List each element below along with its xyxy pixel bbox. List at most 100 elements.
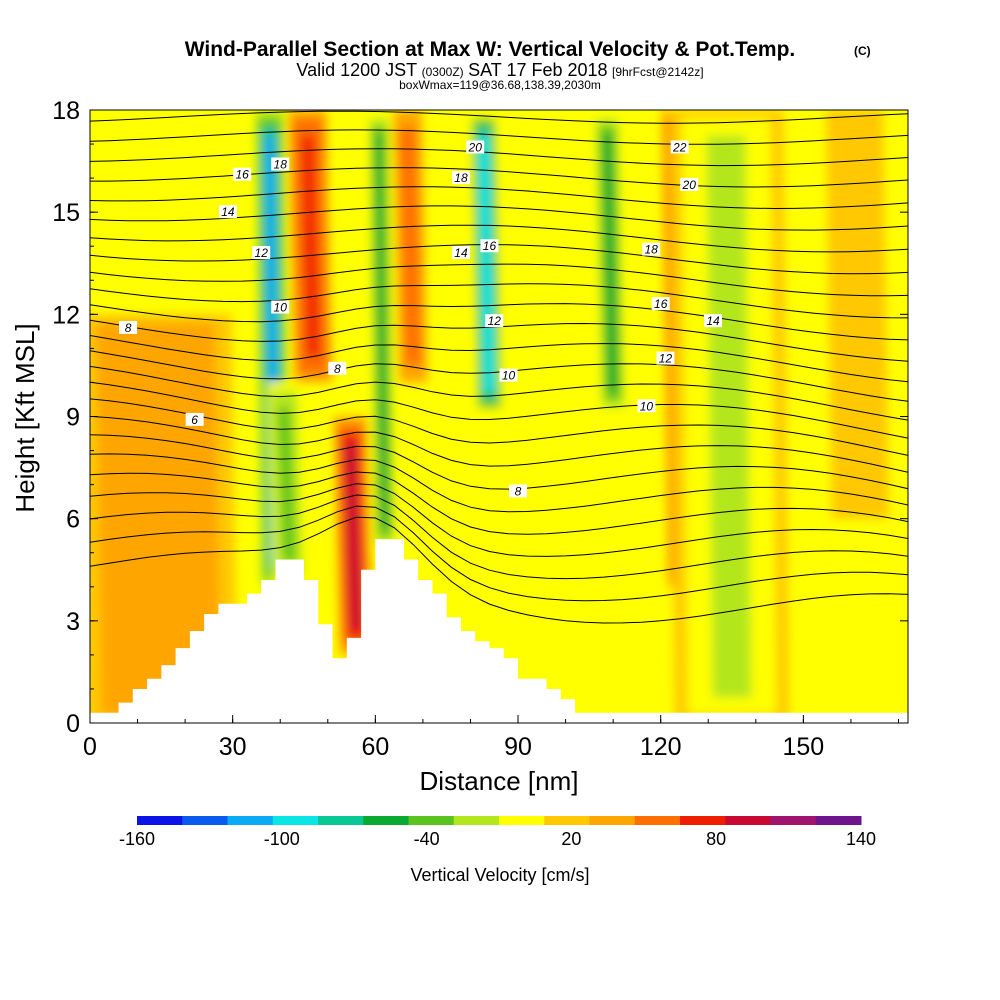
x-tick-label: 120: [640, 733, 682, 761]
x-axis-label: Distance [nm]: [420, 766, 579, 796]
velocity-band: [278, 407, 296, 562]
svg-text:18: 18: [274, 157, 288, 171]
svg-text:12: 12: [255, 246, 269, 260]
isentrope-line: [90, 505, 908, 602]
colorbar-swatch: [227, 816, 274, 825]
isentrope-label: 10: [271, 300, 290, 315]
colorbar-swatch: [453, 816, 500, 825]
isentrope-line: [90, 93, 908, 103]
y-tick-label: 0: [66, 710, 80, 738]
isentrope-line: [90, 335, 908, 383]
velocity-band: [706, 135, 752, 698]
isentrope-line: [90, 205, 908, 231]
y-tick-label: 12: [52, 301, 80, 329]
colorbar-swatch: [363, 816, 409, 825]
svg-text:16: 16: [236, 168, 250, 182]
isentrope-line: [90, 244, 908, 275]
svg-text:16: 16: [654, 297, 668, 311]
isentrope-label: 8: [328, 361, 347, 376]
isentrope-line: [90, 494, 908, 580]
colorbar-tick-label: -160: [119, 829, 155, 849]
subtitle-valid: Valid 1200 JST: [296, 60, 417, 80]
svg-text:18: 18: [645, 243, 659, 257]
isentrope-label: 18: [271, 157, 290, 171]
isentrope-label: 12: [485, 314, 504, 328]
chart-subtitle: Valid 1200 JST (0300Z) SAT 17 Feb 2018 […: [296, 60, 703, 80]
svg-text:10: 10: [502, 369, 516, 383]
isentrope-line: [90, 415, 908, 473]
x-tick-label: 0: [83, 733, 97, 761]
colorbar-swatch: [815, 816, 862, 825]
svg-text:8: 8: [334, 362, 341, 376]
y-axis: 0 3 6 9 12 15 18: [52, 97, 908, 738]
isentrope-line: [90, 350, 908, 402]
chart-subtitle-2: boxWmax=119@36.68,138.39,2030m: [399, 78, 601, 92]
svg-text:20: 20: [682, 178, 697, 192]
isentrope-line: [90, 516, 908, 624]
svg-text:12: 12: [488, 314, 502, 328]
isentrope-label: 14: [704, 314, 723, 328]
colorbar-swatch: [318, 816, 364, 825]
isentrope-line: [90, 186, 908, 210]
colorbar-tick-label: -40: [414, 829, 440, 849]
y-tick-label: 9: [66, 404, 80, 432]
svg-text:6: 6: [191, 413, 198, 427]
isentrope-label: 12: [656, 351, 675, 366]
x-tick-label: 150: [783, 733, 825, 761]
isentrope-label: 10: [637, 399, 656, 413]
colorbar-tick-label: 80: [706, 829, 726, 849]
colorbar-swatch: [680, 816, 726, 825]
isentrope-label: 22: [670, 140, 689, 154]
colorbar-swatch: [272, 816, 319, 825]
isentrope-label: 12: [252, 246, 271, 260]
colorbar-tick-label: 140: [846, 829, 876, 849]
svg-text:16: 16: [483, 239, 497, 253]
velocity-band: [344, 442, 362, 630]
y-tick-label: 6: [66, 506, 80, 534]
isentrope-label: 6: [185, 412, 204, 427]
isentrope-line: [90, 381, 908, 439]
title-mark: (C): [854, 44, 871, 58]
isentrope-label: 16: [233, 167, 252, 182]
isentrope-label: 20: [680, 177, 699, 192]
isentrope-line: [90, 365, 908, 421]
plot-area: 6 8 8 8 10 10 10 12 12 12 14 14 14 16 16 16 18 18 18 20 20 22: [90, 93, 908, 723]
svg-text:14: 14: [454, 246, 468, 260]
velocity-band: [844, 135, 871, 494]
colorbar-tick-label: 20: [561, 829, 581, 849]
colorbar-swatch: [182, 816, 228, 825]
terrain: [90, 539, 908, 723]
x-tick-label: 60: [361, 733, 389, 761]
isentrope-label: 16: [651, 297, 670, 311]
colorbar-swatch: [408, 816, 455, 825]
velocity-field: [90, 110, 889, 723]
colorbar-swatch: [499, 816, 545, 825]
colorbar-swatch: [544, 816, 590, 825]
isentrope-line: [90, 283, 908, 319]
svg-text:18: 18: [454, 171, 468, 185]
isentrope-label: 10: [499, 368, 518, 383]
colorbar-swatch: [589, 816, 636, 825]
velocity-band: [129, 339, 188, 698]
velocity-band: [374, 135, 389, 528]
velocity-band: [602, 135, 618, 391]
colorbar: -160 -100 -40 20 80 140: [119, 816, 876, 849]
svg-text:10: 10: [640, 399, 654, 413]
y-tick-label: 15: [52, 199, 80, 227]
subtitle-utc: (0300Z): [422, 65, 464, 79]
colorbar-swatch: [770, 816, 817, 825]
y-tick-label: 3: [66, 608, 80, 636]
isentrope-label: 14: [451, 246, 470, 260]
isentrope-line: [90, 263, 908, 297]
isentrope-label: 20: [466, 140, 485, 154]
isentrope-line: [90, 129, 908, 145]
colorbar-label: Vertical Velocity [cm/s]: [410, 865, 589, 885]
isentrope-labels: 6 8 8 8 10 10 10 12 12 12 14 14 14 16 16 16 18 18 18 20 20 22: [119, 140, 723, 498]
y-axis-label: Height [Kft MSL]: [10, 323, 40, 512]
svg-text:14: 14: [706, 314, 720, 328]
colorbar-tick-label: -100: [264, 829, 300, 849]
isentrope-label: 18: [451, 171, 470, 185]
velocity-band: [402, 135, 419, 357]
chart-title: Wind-Parallel Section at Max W: Vertical…: [185, 38, 796, 61]
